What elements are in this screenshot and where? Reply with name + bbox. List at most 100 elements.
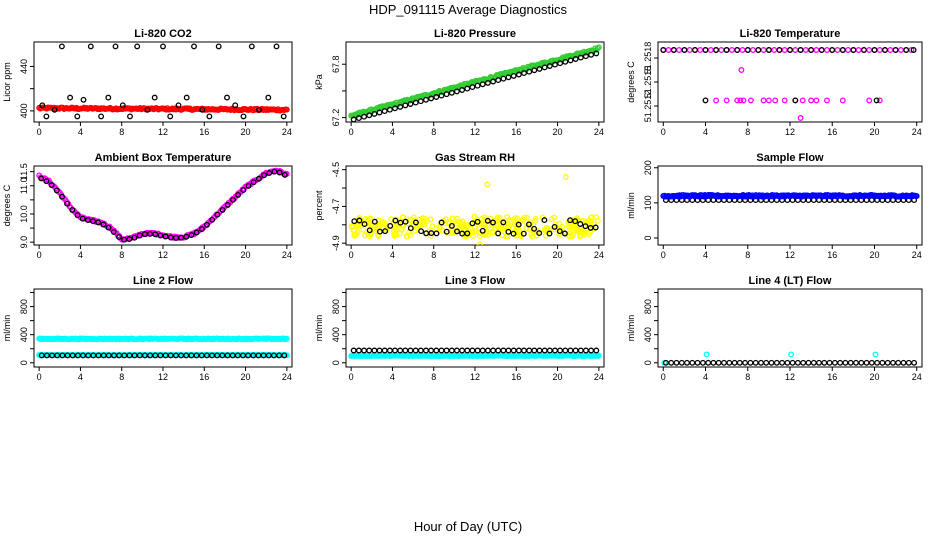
panel-3: Ambient Box Temperature degrees C 0 4 8 12 16 2… xyxy=(2,152,293,260)
data-point xyxy=(443,347,450,354)
data-point xyxy=(126,236,133,243)
series-avg xyxy=(38,168,288,243)
data-point xyxy=(245,182,252,189)
data-point xyxy=(742,359,749,366)
y-tick-label: 0 xyxy=(643,360,653,365)
data-point xyxy=(821,359,828,366)
data-point xyxy=(381,108,388,115)
marks xyxy=(36,335,290,359)
data-point xyxy=(734,47,741,53)
data-point xyxy=(500,219,507,226)
panel-title: Sample Flow xyxy=(756,152,824,164)
data-point xyxy=(510,347,517,354)
data-point xyxy=(391,231,398,238)
data-point xyxy=(526,68,533,75)
figure-xlabel: Hour of Day (UTC) xyxy=(414,519,522,534)
data-point xyxy=(386,347,393,354)
x-tick-label: 8 xyxy=(431,127,436,137)
data-point xyxy=(824,47,830,53)
panel-title: Line 3 Flow xyxy=(445,275,505,287)
data-point xyxy=(283,335,290,342)
data-point xyxy=(771,47,778,53)
marks xyxy=(660,192,920,204)
data-point xyxy=(43,113,50,120)
data-point xyxy=(382,228,389,235)
x-tick-label: 12 xyxy=(785,127,795,137)
x-tick-label: 0 xyxy=(349,250,354,260)
data-point xyxy=(355,347,362,354)
data-point xyxy=(818,47,825,53)
data-point xyxy=(673,359,680,366)
data-point xyxy=(513,232,520,239)
data-point xyxy=(750,47,756,53)
data-point xyxy=(797,115,804,121)
x-tick-label: 24 xyxy=(594,127,604,137)
data-point xyxy=(38,175,45,182)
data-point xyxy=(394,99,401,106)
data-point xyxy=(392,217,399,224)
series-raw xyxy=(348,352,602,360)
data-point xyxy=(90,218,96,225)
data-point xyxy=(868,359,875,366)
data-point xyxy=(592,224,599,231)
data-point xyxy=(361,347,368,354)
data-point xyxy=(400,214,406,221)
data-point xyxy=(799,97,806,104)
data-point xyxy=(157,232,164,239)
data-point xyxy=(360,226,367,233)
data-point xyxy=(59,193,65,200)
data-point xyxy=(551,214,558,221)
data-point xyxy=(386,106,393,113)
data-point xyxy=(515,347,522,354)
data-point xyxy=(703,351,710,358)
data-point xyxy=(464,85,471,92)
series-avg xyxy=(660,47,917,104)
x-tick-label: 20 xyxy=(553,127,563,137)
data-point xyxy=(355,115,362,122)
data-point xyxy=(521,70,527,77)
data-point xyxy=(271,168,278,175)
data-point xyxy=(670,47,677,53)
y-tick-label: -4.9 xyxy=(331,235,341,251)
data-point xyxy=(232,102,239,109)
data-point xyxy=(438,92,445,99)
plot-frame xyxy=(657,165,923,246)
series-raw xyxy=(36,335,290,343)
data-point xyxy=(421,221,428,228)
data-point xyxy=(536,347,543,354)
data-point xyxy=(402,102,409,109)
panel-title: Ambient Box Temperature xyxy=(95,152,232,164)
panel-0: Li-820 CO2 Licor ppm 0 4 8 12 16 20 24 400 440 xyxy=(2,28,293,137)
y-tick-label: 800 xyxy=(331,299,341,314)
data-point xyxy=(879,359,886,366)
data-point xyxy=(383,222,390,229)
data-point xyxy=(546,227,553,234)
data-point xyxy=(884,359,891,366)
data-point xyxy=(424,218,431,225)
data-point xyxy=(283,106,290,113)
data-point xyxy=(459,87,466,93)
x-tick-label: 12 xyxy=(470,372,480,382)
data-point xyxy=(551,223,558,230)
marks xyxy=(348,44,602,122)
data-point xyxy=(813,97,820,104)
y-tick-label: 0 xyxy=(643,235,653,240)
data-point xyxy=(392,105,398,112)
data-point xyxy=(805,359,812,366)
data-point xyxy=(84,217,91,223)
data-point xyxy=(737,97,744,104)
data-point xyxy=(376,347,383,354)
data-point xyxy=(474,347,481,354)
series-raw xyxy=(36,167,290,243)
data-point xyxy=(572,56,579,62)
data-point xyxy=(826,359,833,366)
data-point xyxy=(763,359,770,366)
x-tick-label: 8 xyxy=(431,250,436,260)
x-tick-label: 16 xyxy=(511,250,521,260)
x-tick-label: 20 xyxy=(869,250,879,260)
data-point xyxy=(215,43,222,50)
data-point xyxy=(728,47,735,53)
panel-1: Li-820 Pressure kPa 0 4 8 12 16 20 24 67.2 67.8 xyxy=(314,28,605,137)
data-point xyxy=(860,47,867,53)
